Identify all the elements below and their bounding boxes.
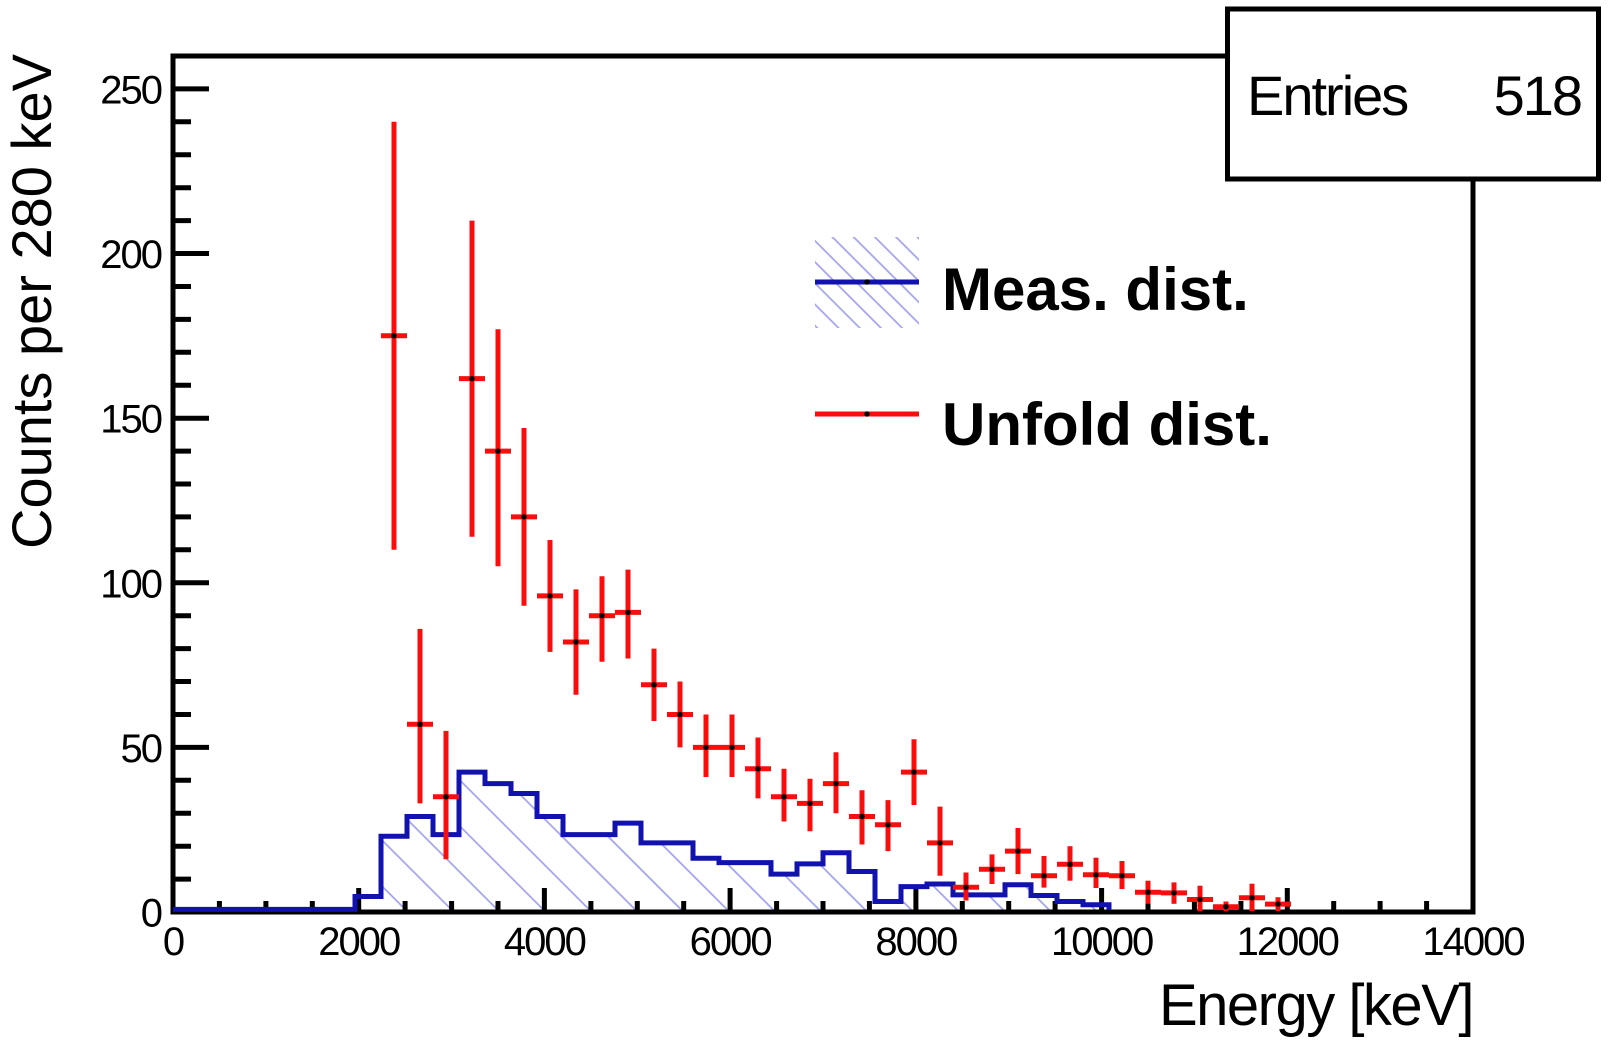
svg-text:Entries: Entries xyxy=(1247,64,1407,127)
svg-text:6000: 6000 xyxy=(690,920,772,964)
svg-text:518: 518 xyxy=(1494,64,1581,127)
svg-text:8000: 8000 xyxy=(875,920,957,964)
svg-text:Energy [keV]: Energy [keV] xyxy=(1159,973,1473,1038)
svg-text:100: 100 xyxy=(100,562,161,606)
svg-text:14000: 14000 xyxy=(1422,920,1524,964)
svg-text:0: 0 xyxy=(141,892,162,936)
svg-text:Meas. dist.: Meas. dist. xyxy=(942,256,1249,323)
svg-text:Unfold dist.: Unfold dist. xyxy=(942,391,1272,458)
svg-text:150: 150 xyxy=(100,398,161,442)
svg-text:4000: 4000 xyxy=(504,920,586,964)
svg-text:12000: 12000 xyxy=(1237,920,1339,964)
svg-text:0: 0 xyxy=(163,920,184,964)
svg-text:200: 200 xyxy=(100,233,161,277)
svg-text:250: 250 xyxy=(100,68,161,112)
svg-text:Counts per 280 keV: Counts per 280 keV xyxy=(0,53,63,549)
svg-text:2000: 2000 xyxy=(318,920,400,964)
svg-text:50: 50 xyxy=(121,727,162,771)
svg-text:10000: 10000 xyxy=(1051,920,1153,964)
